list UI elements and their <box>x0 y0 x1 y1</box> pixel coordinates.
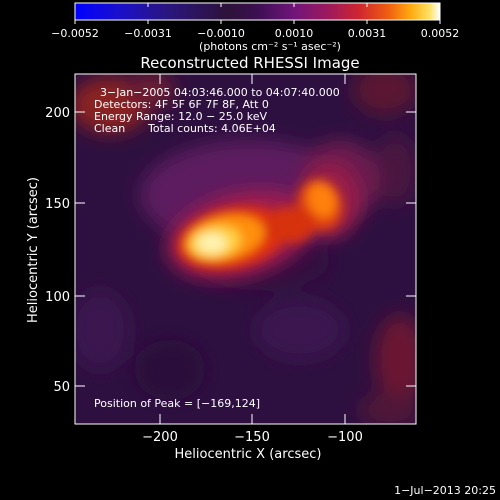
time-range: 3−Jan−2005 04:03:46.000 to 04:07:40.000 <box>100 86 340 99</box>
rhessi-image <box>75 74 416 424</box>
colorbar-tick-label: 0.0010 <box>275 27 314 40</box>
colorbar-tick-label: −0.0052 <box>51 27 99 40</box>
colorbar-gradient <box>74 2 441 21</box>
plot-frame <box>74 73 417 425</box>
y-axis-label: Heliocentric Y (arcsec) <box>26 177 41 323</box>
y-tick-label: 200 <box>45 106 70 121</box>
colorbar-tick-label: −0.0010 <box>197 27 245 40</box>
peak-position: Position of Peak = [−169,124] <box>94 397 260 410</box>
y-tick-label: 150 <box>45 197 70 212</box>
x-axis-label: Heliocentric X (arcsec) <box>175 447 322 462</box>
y-axis-ticks <box>75 111 416 387</box>
colorbar: −0.0052 −0.0031 −0.0010 0.0010 0.0031 0.… <box>51 2 460 53</box>
energy-range: Energy Range: 12.0 − 25.0 keV <box>94 110 268 123</box>
colorbar-tick-label: −0.0031 <box>124 27 172 40</box>
image-annotations: 3−Jan−2005 04:03:46.000 to 04:07:40.000 … <box>94 86 340 410</box>
clean-label: Clean <box>94 122 125 135</box>
x-tick-label: −100 <box>327 430 363 445</box>
colorbar-tick-label: 0.0052 <box>421 27 460 40</box>
colorbar-ticks <box>74 3 441 24</box>
x-tick-label: −200 <box>142 430 178 445</box>
y-tick-label: 100 <box>45 290 70 305</box>
detectors: Detectors: 4F 5F 6F 7F 8F, Att 0 <box>94 98 269 111</box>
total-counts: Total counts: 4.06E+04 <box>147 122 276 135</box>
colorbar-unit-label: (photons cm⁻² s⁻¹ asec⁻²) <box>199 40 341 53</box>
image-title: Reconstructed RHESSI Image <box>140 54 359 72</box>
y-tick-label: 50 <box>53 380 70 395</box>
x-tick-label: −150 <box>234 430 270 445</box>
x-axis-ticks <box>159 74 346 424</box>
footer-timestamp: 1−Jul−2013 20:25 <box>394 484 496 497</box>
colorbar-tick-label: 0.0031 <box>348 27 387 40</box>
